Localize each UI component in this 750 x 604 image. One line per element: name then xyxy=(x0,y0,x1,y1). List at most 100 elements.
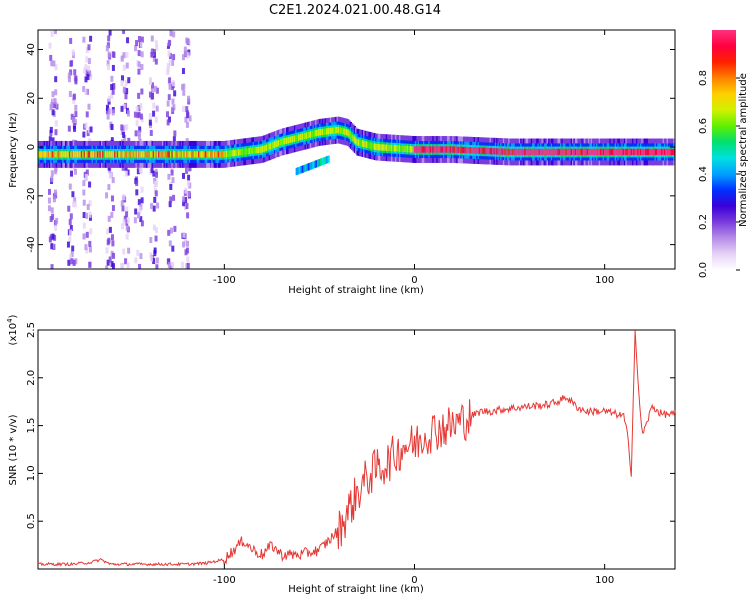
spectrogram-x-axis-label: Height of straight line (km) xyxy=(288,285,424,296)
heatmap-cell xyxy=(172,136,176,143)
heatmap-cell xyxy=(106,151,109,158)
heatmap-cell xyxy=(92,151,96,158)
heatmap-cell xyxy=(72,151,76,158)
colorbar-label: Normalized spectral amplitude xyxy=(738,73,749,227)
heatmap-cell xyxy=(89,126,93,133)
heatmap-cell xyxy=(167,151,170,158)
heatmap-cell xyxy=(144,151,148,158)
heatmap-cell xyxy=(54,120,58,127)
heatmap-cell xyxy=(194,151,197,158)
heatmap-cell xyxy=(167,229,171,236)
heatmap-cell xyxy=(148,151,152,158)
heatmap-cell xyxy=(186,52,190,59)
spectrogram-y-axis-label: Frequency (Hz) xyxy=(8,112,19,188)
heatmap-cell xyxy=(138,126,142,133)
heatmap-cell xyxy=(637,148,640,156)
heatmap-cell xyxy=(60,151,64,158)
x-tick-label: -100 xyxy=(213,275,236,286)
heatmap-cell xyxy=(452,146,455,153)
x-tick-label: 100 xyxy=(595,575,614,586)
heatmap-cell xyxy=(195,151,198,158)
heatmap-cell xyxy=(412,146,415,153)
heatmap-cell xyxy=(522,148,526,156)
x-tick-label: -100 xyxy=(213,575,236,586)
heatmap-cell xyxy=(520,148,523,156)
heatmap-cell xyxy=(168,40,172,47)
heatmap-cell xyxy=(111,88,115,95)
snr-panel: -100 0 100 0.5 1.0 1.5 2.0 2.5 Height of strai… xyxy=(6,314,676,595)
heatmap-cell xyxy=(642,148,645,156)
heatmap-cell xyxy=(187,191,191,198)
heatmap-cell xyxy=(182,231,186,238)
heatmap-cell xyxy=(152,49,156,56)
heatmap-cell xyxy=(66,241,70,248)
heatmap-cell xyxy=(239,149,242,156)
heatmap-cell xyxy=(48,236,52,243)
heatmap-cell xyxy=(196,151,199,158)
heatmap-cell xyxy=(181,261,185,268)
heatmap-cell xyxy=(359,139,362,147)
heatmap-cell xyxy=(154,58,158,65)
heatmap-cell xyxy=(409,146,412,153)
heatmap-cell xyxy=(139,41,143,48)
heatmap-cell xyxy=(558,148,561,156)
heatmap-cell xyxy=(295,135,298,142)
y-tick-label: 2.0 xyxy=(26,370,37,386)
heatmap-cell xyxy=(357,139,360,146)
heatmap-cell xyxy=(110,92,114,99)
heatmap-cell xyxy=(47,197,51,204)
heatmap-cell xyxy=(355,137,358,144)
heatmap-cell xyxy=(187,95,191,102)
heatmap-cell xyxy=(55,217,59,224)
heatmap-cell xyxy=(167,50,171,57)
heatmap-cell xyxy=(237,149,241,156)
heatmap-cell xyxy=(51,151,54,158)
heatmap-cell xyxy=(601,148,604,156)
heatmap-cell xyxy=(304,164,307,172)
heatmap-cell xyxy=(158,151,161,158)
heatmap-cell xyxy=(469,147,472,154)
heatmap-cell xyxy=(103,151,106,158)
heatmap-cell xyxy=(269,143,273,150)
heatmap-cell xyxy=(166,119,170,126)
heatmap-cell xyxy=(553,148,556,156)
heatmap-cell xyxy=(430,146,434,153)
heatmap-cell xyxy=(185,167,189,174)
heatmap-cell xyxy=(120,263,124,269)
colorbar-tick-label: 0.2 xyxy=(698,214,709,230)
heatmap-cell xyxy=(71,116,75,123)
heatmap-cell xyxy=(564,148,567,156)
heatmap-cell xyxy=(72,201,76,208)
heatmap-cell xyxy=(220,151,223,158)
heatmap-cell xyxy=(106,259,110,266)
heatmap-cell xyxy=(67,151,70,158)
heatmap-cell xyxy=(501,148,504,155)
heatmap-cell xyxy=(63,151,66,158)
heatmap-cell xyxy=(111,109,115,116)
heatmap-cell xyxy=(58,151,61,158)
heatmap-cell xyxy=(224,151,227,158)
heatmap-cell xyxy=(252,147,255,154)
heatmap-cell xyxy=(69,170,73,177)
heatmap-cell xyxy=(590,148,593,156)
heatmap-cell xyxy=(292,135,295,143)
heatmap-cell xyxy=(178,151,181,158)
heatmap-cell xyxy=(363,140,366,148)
heatmap-cell xyxy=(320,128,323,136)
heatmap-cell xyxy=(578,148,581,156)
heatmap-cell xyxy=(87,151,90,158)
heatmap-cell xyxy=(125,219,129,226)
heatmap-cell xyxy=(658,148,661,156)
heatmap-cell xyxy=(283,138,286,145)
heatmap-cell xyxy=(192,151,195,158)
heatmap-cell xyxy=(397,145,400,152)
heatmap-cell xyxy=(108,256,112,263)
heatmap-cell xyxy=(304,132,307,140)
heatmap-cell xyxy=(51,213,55,220)
heatmap-cell xyxy=(184,187,188,194)
heatmap-cell xyxy=(150,255,154,262)
heatmap-cell xyxy=(317,129,321,136)
heatmap-cell xyxy=(71,49,75,56)
heatmap-cell xyxy=(122,131,126,138)
